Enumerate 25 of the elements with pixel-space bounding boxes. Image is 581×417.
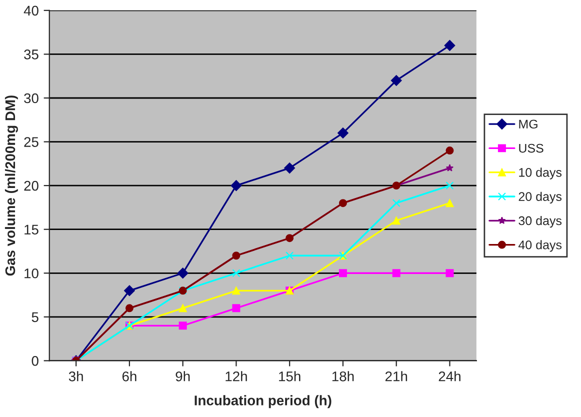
- legend-label: 30 days: [518, 216, 562, 228]
- x-tick-label: 21h: [385, 371, 408, 382]
- y-tick-label: 0: [32, 356, 38, 366]
- y-tick-label: 35: [24, 50, 38, 60]
- y-axis-title: Gas volume (ml/200mg DM): [4, 96, 18, 276]
- x-tick-label: 18h: [332, 371, 354, 382]
- y-tick-label: 20: [24, 180, 38, 191]
- y-tick-label: 40: [24, 6, 38, 16]
- y-tick-label: 25: [24, 137, 38, 147]
- y-tick-label: 30: [24, 93, 38, 104]
- x-axis-title: Incubation period (h): [194, 395, 332, 408]
- x-tick-label: 15h: [279, 371, 300, 382]
- x-tick-label: 12h: [226, 371, 247, 382]
- y-tick-label: 10: [24, 268, 38, 278]
- legend-label: MG: [519, 120, 538, 129]
- legend-label: USS: [519, 144, 544, 153]
- x-tick-label: 24h: [438, 371, 460, 382]
- legend-label: 10 days: [519, 168, 562, 180]
- x-tick-label: 9h: [176, 371, 190, 382]
- y-tick-label: 5: [32, 312, 38, 322]
- y-tick-label: 15: [24, 224, 38, 235]
- legend-label: 40 days: [518, 240, 562, 252]
- x-tick-label: 3h: [68, 371, 83, 382]
- x-tick-label: 6h: [122, 371, 136, 382]
- legend-label: 20 days: [518, 192, 562, 204]
